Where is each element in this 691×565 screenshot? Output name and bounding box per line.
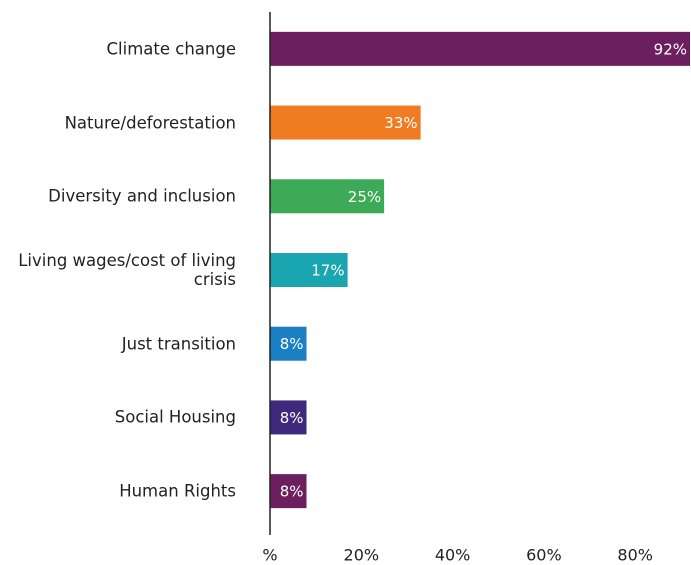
value-label: 33% <box>384 114 417 132</box>
y-tick-label: Diversity and inclusion <box>48 186 236 206</box>
y-tick-label: Nature/deforestation <box>64 113 236 133</box>
bar <box>270 400 307 435</box>
bar <box>270 179 385 214</box>
x-tick-label: 40% <box>435 546 471 565</box>
value-label: 25% <box>348 188 381 206</box>
bar <box>270 326 307 361</box>
x-tick-label: 80% <box>617 546 653 565</box>
y-tick-label: Human Rights <box>119 481 236 501</box>
bar <box>270 105 421 140</box>
value-label: 8% <box>280 409 304 427</box>
bar <box>270 253 348 287</box>
bar <box>270 31 690 66</box>
x-tick-label: % <box>262 546 277 565</box>
value-label: 8% <box>280 335 304 353</box>
x-tick-label: 20% <box>344 546 380 565</box>
y-tick-label: Living wages/cost of living crisis <box>18 251 236 289</box>
y-tick-label: Social Housing <box>114 407 236 427</box>
y-tick-label: Just transition <box>121 334 236 354</box>
value-label: 17% <box>311 262 344 280</box>
bar <box>270 474 307 509</box>
value-label: 92% <box>654 40 687 58</box>
x-tick-label: 60% <box>526 546 562 565</box>
y-tick-label: Climate change <box>106 39 236 59</box>
value-label: 8% <box>280 483 304 501</box>
